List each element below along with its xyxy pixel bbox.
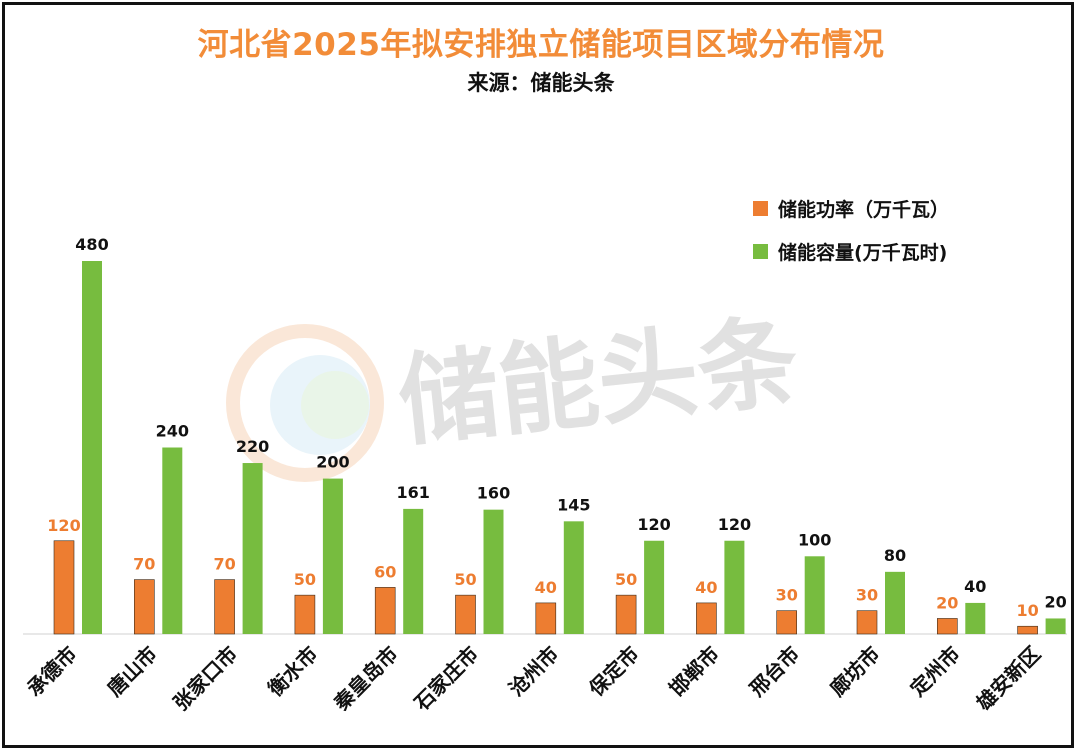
x-tick-label: 秦皇岛市 [328,642,402,716]
legend-label-power: 储能功率（万千瓦） [778,199,950,221]
watermark-text: 储能头条 [393,303,803,461]
bar-capacity [644,540,665,634]
x-tick-label: 定州市 [905,642,964,701]
bar-capacity [885,571,905,634]
bar-power [696,602,717,635]
watermark-logo-core-icon [301,371,369,439]
data-label-power: 70 [133,555,155,574]
bar-capacity [82,261,102,634]
data-label-capacity: 20 [1044,592,1066,611]
data-label-capacity: 100 [798,530,831,549]
data-label-capacity: 145 [557,495,590,514]
chart-subtitle: 来源：储能头条 [467,71,615,95]
bar-power [936,618,958,635]
bar-power [214,579,235,635]
watermark-logo-icon [226,324,384,482]
bar-capacity [162,447,183,634]
data-label-capacity: 480 [75,235,108,254]
data-label-capacity: 161 [396,483,429,502]
bar-capacity [724,540,745,634]
data-label-capacity: 40 [964,577,986,596]
x-tick-label: 衡水市 [263,642,322,701]
x-tick-label: 承德市 [22,642,81,701]
x-tick-label: 邢台市 [745,642,804,701]
x-tick-label: 沧州市 [504,642,563,701]
bar-power [776,610,798,635]
x-tick-label: 保定市 [584,642,644,702]
bar-chart: 储能头条 120 480 70 240 70 220 50 200 60 161 50 160 40 14… [22,235,1067,716]
data-label-capacity: 120 [718,515,751,534]
bar-power [53,540,75,635]
data-label-power: 50 [294,570,316,589]
legend-label-capacity: 储能容量(万千瓦时) [778,242,948,264]
x-tick-label: 唐山市 [102,642,161,701]
data-label-power: 70 [213,555,235,574]
data-label-power: 60 [374,562,396,581]
bar-power [1017,625,1038,635]
data-label-capacity: 200 [316,453,349,472]
data-label-power: 20 [936,593,958,612]
bar-power [535,602,557,635]
x-tick-label: 石家庄市 [409,642,483,716]
data-label-power: 120 [47,516,80,535]
data-label-power: 30 [856,586,878,605]
x-tick-label: 邯郸市 [665,642,724,701]
legend-item-capacity: 储能容量(万千瓦时) [753,238,947,265]
bar-capacity [322,478,343,634]
data-label-power: 30 [776,586,798,605]
legend-swatch-power [753,201,768,216]
data-label-power: 10 [1016,601,1038,620]
bar-power [374,587,396,635]
data-label-capacity: 220 [236,437,269,456]
watermark: 储能头条 [226,303,803,482]
data-label-power: 40 [695,578,717,597]
bar-capacity [965,602,986,634]
bar-capacity [1045,618,1066,634]
data-label-power: 40 [535,578,557,597]
legend-swatch-capacity [753,244,768,259]
data-label-capacity: 240 [156,422,189,441]
x-tick-label: 廊坊市 [825,642,884,701]
bar-power [615,594,637,635]
data-label-capacity: 160 [477,484,510,503]
legend-item-power: 储能功率（万千瓦） [753,195,949,222]
bar-capacity [242,463,263,634]
bar-capacity [804,556,825,634]
data-label-power: 50 [615,570,637,589]
bar-capacity [403,508,424,634]
bar-power [856,610,878,635]
data-label-capacity: 80 [884,546,906,565]
bar-capacity [483,509,504,634]
bar-power [294,594,316,635]
x-tick-label: 张家口市 [169,642,243,716]
x-tick-label: 雄安新区 [971,642,1045,716]
data-label-power: 50 [454,570,476,589]
data-label-capacity: 120 [637,515,670,534]
bar-power [134,579,155,635]
bar-capacity [563,521,584,634]
bar-power [455,594,476,635]
chart-title: 河北省2025年拟安排独立储能项目区域分布情况 [197,27,885,63]
